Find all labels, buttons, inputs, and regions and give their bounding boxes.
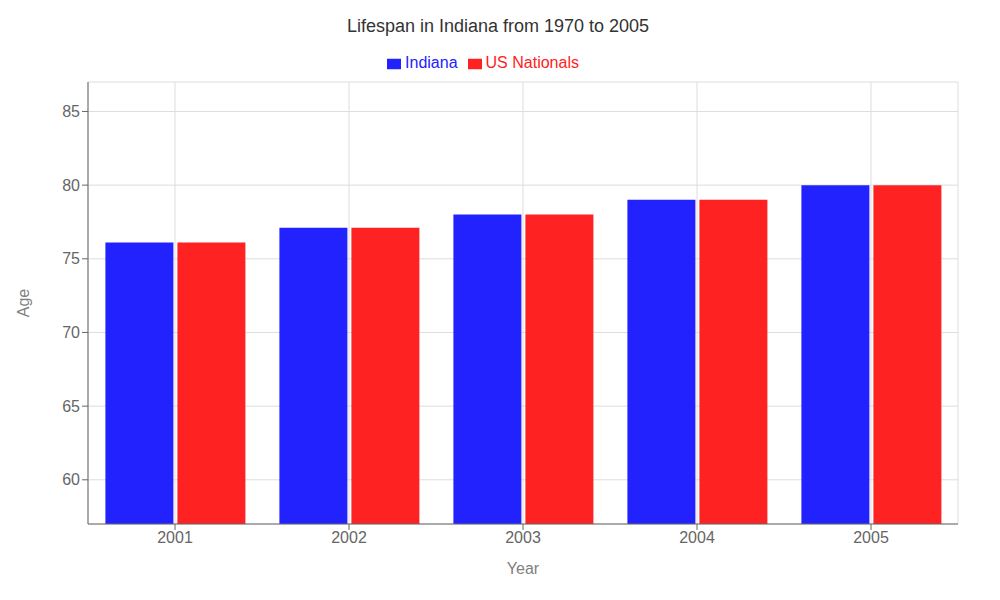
svg-text:2003: 2003 <box>505 529 541 546</box>
svg-text:75: 75 <box>62 250 80 267</box>
svg-text:65: 65 <box>62 398 80 415</box>
html-text:Lifespan in Indiana from 1970: Lifespan in Indiana from 1970 to 2005 <box>346 16 650 36</box>
svg-text:2002: 2002 <box>331 529 367 546</box>
svg-text:2005: 2005 <box>853 529 889 546</box>
svg-text:2001: 2001 <box>157 529 193 546</box>
svg-text:85: 85 <box>62 103 80 120</box>
svg-text:70: 70 <box>62 324 80 341</box>
svg-text:60: 60 <box>62 471 80 488</box>
svg-text:Age: Age <box>15 289 32 318</box>
svg-text:Year: Year <box>507 560 540 577</box>
html-text:US Nationals: US Nationals <box>485 54 579 71</box>
svg-text:2004: 2004 <box>679 529 715 546</box>
html-text:Indiana: Indiana <box>405 54 458 71</box>
svg-text:80: 80 <box>62 177 80 194</box>
